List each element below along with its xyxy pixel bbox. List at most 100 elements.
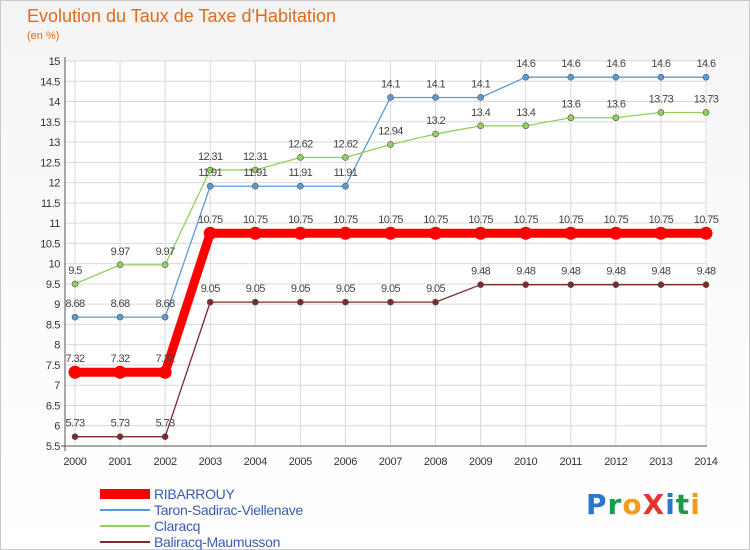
data-point [657,109,665,116]
data-point [248,226,262,240]
data-point [567,73,575,81]
logo-letter: X [642,488,666,521]
legend-item: Claracq [100,518,303,534]
x-tick-label: 2013 [649,456,672,468]
data-point [161,433,169,440]
x-tick-label: 2006 [334,456,357,468]
y-tick-label: 9.5 [46,279,60,291]
data-label: 7.32 [156,353,175,365]
data-point [702,281,710,289]
data-label: 13.4 [516,107,535,119]
data-point [71,313,79,321]
y-tick-label: 11.5 [41,198,60,210]
data-point [342,182,349,190]
y-tick-label: 13.5 [40,117,60,129]
x-tick-label: 2011 [560,456,583,468]
data-label: 14.6 [606,58,625,70]
x-tick-label: 2002 [154,456,177,468]
data-point [158,365,172,379]
logo-letter: t [675,488,691,521]
data-label: 9.97 [156,246,175,258]
legend-item: Taron-Sadirac-Viellenave [100,502,303,518]
legend-swatch [100,489,150,499]
data-label: 14.6 [516,58,535,70]
data-point [432,94,439,101]
y-tick-label: 15 [49,56,61,68]
data-point [654,226,668,240]
data-point [612,114,620,122]
logo-letter: i [690,488,701,521]
data-point [206,298,214,306]
y-tick-label: 14.5 [40,76,60,88]
data-label: 14.1 [426,78,445,90]
y-tick-label: 6 [54,421,60,433]
y-tick-label: 7.5 [46,360,60,372]
data-label: 10.75 [604,214,629,226]
x-tick-label: 2003 [199,456,222,468]
data-point [477,94,484,101]
plot-area [65,61,707,446]
data-point [297,154,304,161]
data-point [342,298,349,306]
data-point [71,433,79,440]
data-label: 9.48 [606,266,625,278]
data-label: 9.05 [246,283,265,295]
data-label: 12.94 [378,125,403,137]
data-point [387,298,394,306]
data-label: 8.68 [156,298,175,310]
data-label: 13.73 [649,93,674,105]
legend-label: RIBARROUY [154,486,235,502]
legend-item: RIBARROUY [100,486,303,502]
chart-unit-label: (en %) [27,30,60,42]
data-label: 9.48 [516,266,535,278]
data-label: 10.75 [513,214,538,226]
x-tick-label: 2004 [244,456,267,468]
data-point [519,226,533,240]
data-point [612,281,620,289]
data-point [522,122,530,130]
data-point [251,182,259,190]
chart-legend: RIBARROUY Taron-Sadirac-Viellenave Claracq… [100,486,303,550]
data-label: 10.75 [198,214,223,226]
y-tick-label: 10 [49,259,61,271]
data-point [161,261,169,269]
data-point [342,154,349,161]
logo-letter: i [665,488,676,521]
data-label: 10.75 [423,214,448,226]
data-point [116,261,124,269]
logo-letter: o [622,488,643,521]
data-label: 10.75 [559,214,584,226]
data-label: 14.6 [651,58,670,70]
legend-swatch [100,541,150,543]
data-point [702,109,710,116]
legend-swatch [100,525,150,527]
data-label: 5.73 [111,418,130,430]
x-tick-label: 2010 [514,456,537,468]
data-label: 9.05 [201,283,220,295]
data-point [206,166,214,174]
data-point [477,281,484,289]
x-tick-label: 2007 [379,456,402,468]
data-label: 13.4 [471,107,490,119]
data-label: 14.6 [561,58,580,70]
y-tick-label: 5.5 [46,441,60,453]
data-point [477,122,484,130]
data-point [612,73,620,81]
y-tick-label: 7 [54,380,60,392]
data-label: 7.32 [65,353,84,365]
data-label: 10.75 [288,214,313,226]
x-tick-label: 2000 [63,456,86,468]
data-point [522,73,530,81]
x-tick-label: 2009 [469,456,492,468]
y-tick-label: 8 [54,340,60,352]
data-label: 9.48 [651,266,670,278]
data-point [113,365,127,379]
data-label: 10.75 [333,214,358,226]
data-point [384,226,397,240]
data-label: 13.6 [561,99,580,111]
data-label: 10.75 [243,214,268,226]
y-tick-label: 14 [49,97,61,109]
data-point [116,313,124,321]
legend-label: Taron-Sadirac-Viellenave [154,502,303,518]
data-point [297,182,304,190]
